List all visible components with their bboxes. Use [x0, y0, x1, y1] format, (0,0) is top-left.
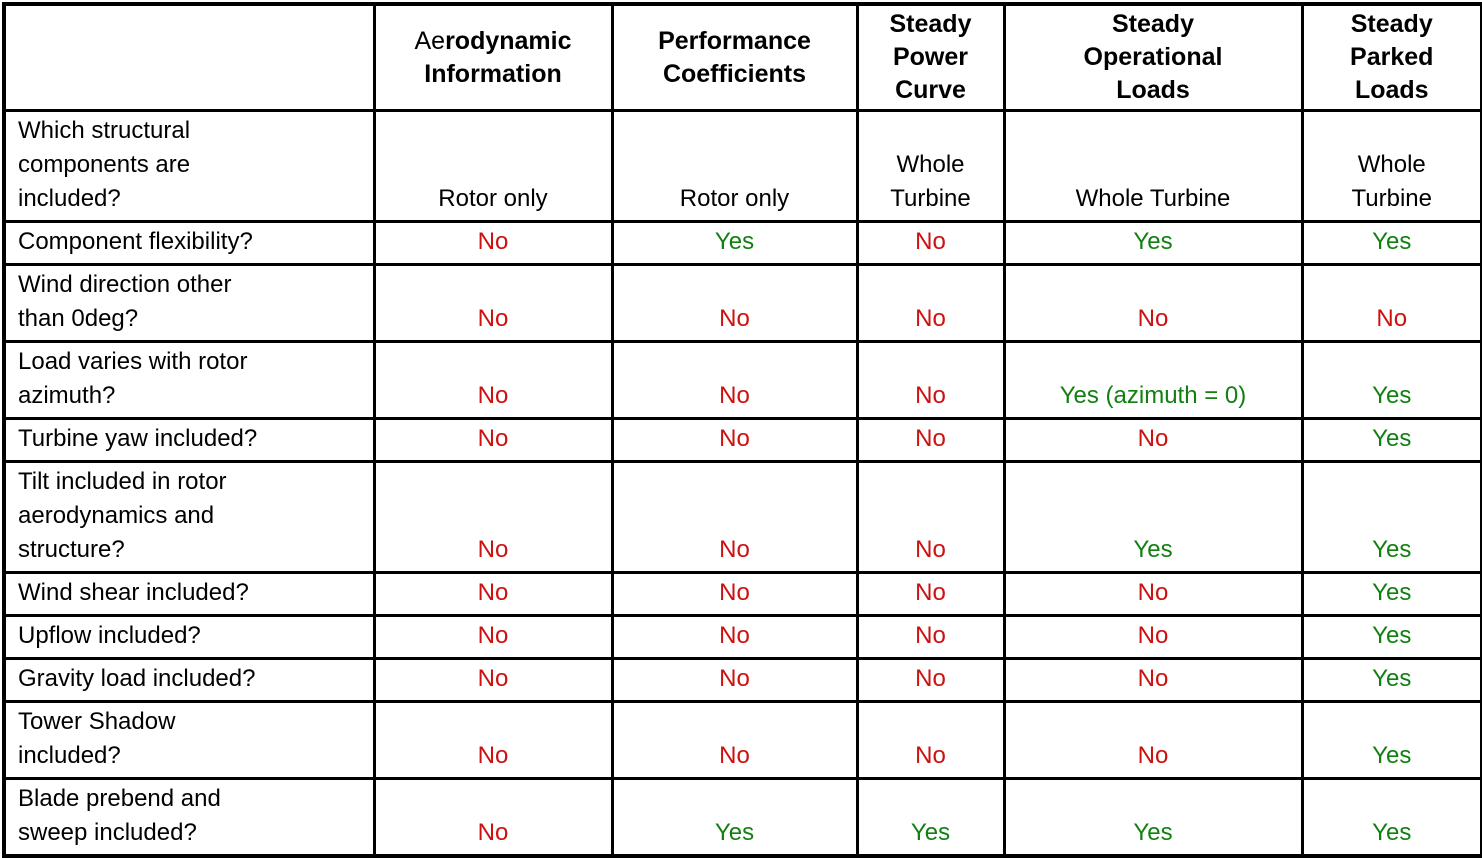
value-cell: Yes — [1002, 460, 1304, 574]
value-cell: Yes — [1300, 700, 1482, 780]
value-cell: Yes — [1300, 571, 1482, 617]
question-cell: Gravity load included? — [2, 657, 376, 703]
question-cell: Component flexibility? — [2, 220, 376, 266]
value-cell: No — [855, 460, 1006, 574]
table-body: Which structural components are included… — [2, 109, 1482, 858]
question-cell: Wind shear included? — [2, 571, 376, 617]
question-cell: Tilt included in rotor aerodynamics and … — [2, 460, 376, 574]
value-cell: Whole Turbine — [855, 109, 1006, 223]
value-cell: No — [855, 657, 1006, 703]
value-cell: No — [1002, 571, 1304, 617]
value-cell: No — [372, 220, 614, 266]
value-cell: Yes — [855, 777, 1006, 858]
value-cell: No — [855, 263, 1006, 343]
question-cell: Load varies with rotor azimuth? — [2, 340, 376, 420]
value-cell: No — [610, 460, 859, 574]
value-cell: No — [610, 417, 859, 463]
value-cell: No — [1002, 700, 1304, 780]
value-cell: Rotor only — [610, 109, 859, 223]
value-cell: No — [372, 340, 614, 420]
question-cell: Wind direction other than 0deg? — [2, 263, 376, 343]
table-row: Load varies with rotor azimuth? No No No Yes… — [2, 340, 1482, 420]
header-line: Information — [424, 59, 562, 88]
header-text-normal: Ae — [414, 26, 446, 55]
table-row: Wind shear included? No No No No Yes — [2, 571, 1482, 617]
table-row: Component flexibility? No Yes No Yes Yes — [2, 220, 1482, 266]
value-cell: No — [610, 614, 859, 660]
value-cell: No — [1300, 263, 1482, 343]
header-line: Aerodynamic — [380, 25, 607, 58]
value-cell: Yes — [1002, 220, 1304, 266]
table-row: Upflow included? No No No No Yes — [2, 614, 1482, 660]
value-cell: No — [610, 657, 859, 703]
question-cell: Turbine yaw included? — [2, 417, 376, 463]
value-cell: No — [372, 417, 614, 463]
table-row: Tower Shadow included? No No No No Yes — [2, 700, 1482, 780]
value-cell: Yes — [1002, 777, 1304, 858]
value-cell: No — [855, 614, 1006, 660]
value-cell: No — [372, 263, 614, 343]
value-cell: Rotor only — [372, 109, 614, 223]
value-cell: No — [855, 340, 1006, 420]
question-cell: Blade prebend and sweep included? — [2, 777, 376, 858]
value-cell: Yes — [1300, 417, 1482, 463]
table-row: Wind direction other than 0deg? No No No No N… — [2, 263, 1482, 343]
value-cell: No — [855, 417, 1006, 463]
question-cell: Tower Shadow included? — [2, 700, 376, 780]
value-cell: Yes — [1300, 777, 1482, 858]
header-row: Aerodynamic Information Performance Coef… — [2, 2, 1482, 112]
value-cell: No — [855, 700, 1006, 780]
value-cell: Yes — [1300, 340, 1482, 420]
value-cell: No — [1002, 263, 1304, 343]
value-cell: Yes — [1300, 614, 1482, 660]
col-header-performance-coefficients: Performance Coefficients — [610, 2, 859, 112]
value-cell: No — [1002, 614, 1304, 660]
value-cell: No — [372, 657, 614, 703]
question-cell: Which structural components are included… — [2, 109, 376, 223]
col-header-steady-operational-loads: Steady Operational Loads — [1002, 2, 1304, 112]
value-cell: No — [372, 777, 614, 858]
header-text-bold: rodynamic — [445, 26, 572, 55]
value-cell: No — [855, 571, 1006, 617]
value-cell: Yes — [1300, 460, 1482, 574]
table-row: Blade prebend and sweep included? No Yes Ye… — [2, 777, 1482, 858]
value-cell: Yes — [610, 777, 859, 858]
value-cell: No — [372, 571, 614, 617]
value-cell: No — [372, 460, 614, 574]
col-header-steady-power-curve: Steady Power Curve — [855, 2, 1006, 112]
value-cell: No — [610, 700, 859, 780]
value-cell: Yes (azimuth = 0) — [1002, 340, 1304, 420]
col-header-aerodynamic-information: Aerodynamic Information — [372, 2, 614, 112]
value-cell: No — [855, 220, 1006, 266]
value-cell: No — [610, 571, 859, 617]
value-cell: Yes — [1300, 657, 1482, 703]
table-row: Which structural components are included… — [2, 109, 1482, 223]
table-row: Turbine yaw included? No No No No Yes — [2, 417, 1482, 463]
value-cell: Yes — [610, 220, 859, 266]
value-cell: Whole Turbine — [1002, 109, 1304, 223]
col-header-steady-parked-loads: Steady Parked Loads — [1300, 2, 1482, 112]
value-cell: No — [1002, 417, 1304, 463]
value-cell: Whole Turbine — [1300, 109, 1482, 223]
table-row: Gravity load included? No No No No Yes — [2, 657, 1482, 703]
value-cell: No — [372, 700, 614, 780]
value-cell: No — [1002, 657, 1304, 703]
question-cell: Upflow included? — [2, 614, 376, 660]
value-cell: No — [610, 340, 859, 420]
table-row: Tilt included in rotor aerodynamics and … — [2, 460, 1482, 574]
value-cell: No — [610, 263, 859, 343]
value-cell: No — [372, 614, 614, 660]
value-cell: Yes — [1300, 220, 1482, 266]
corner-cell — [2, 2, 376, 112]
